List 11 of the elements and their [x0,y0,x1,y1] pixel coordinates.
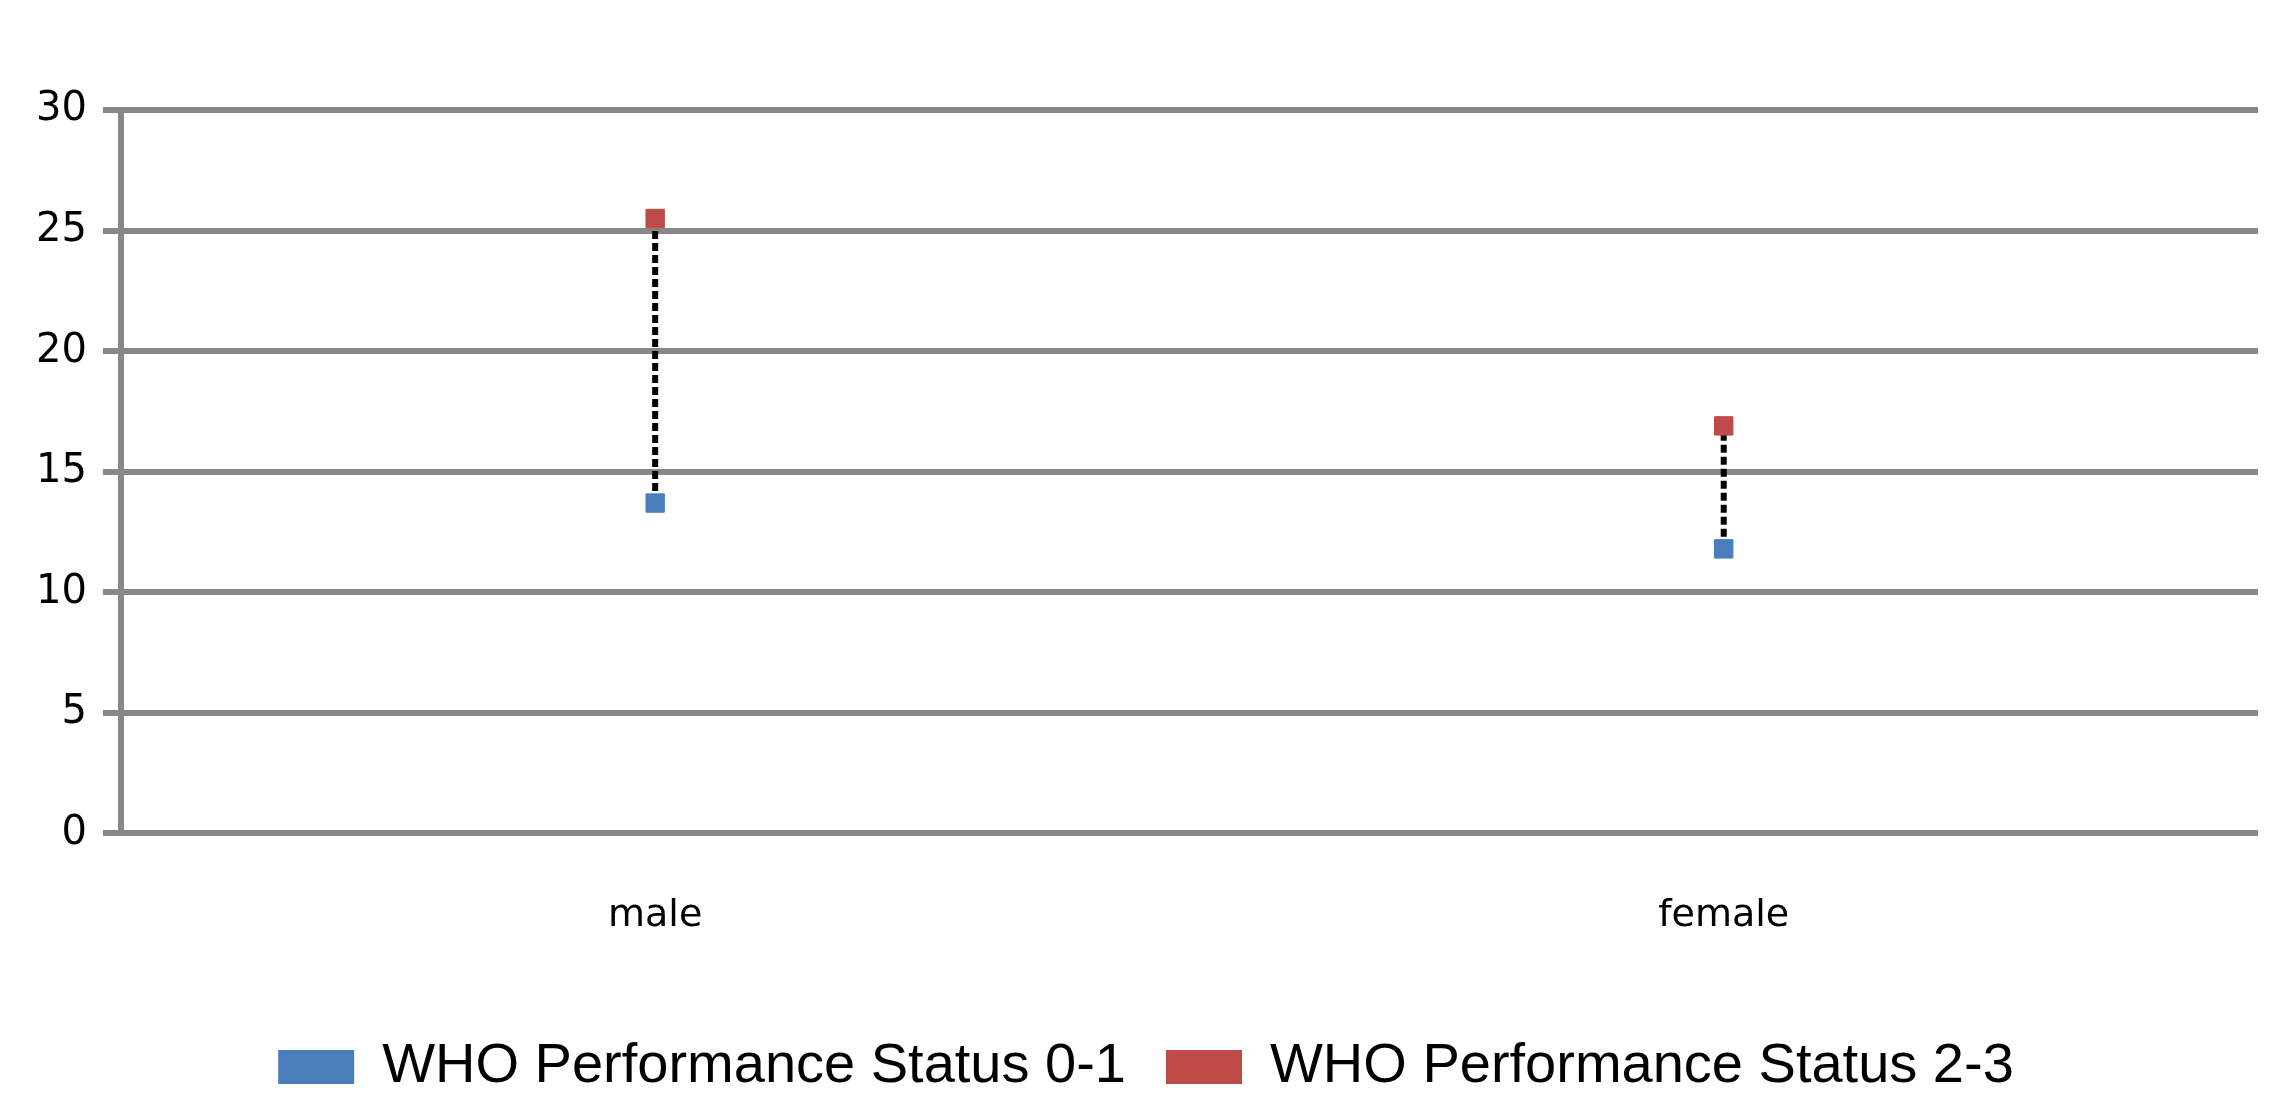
y-tick-label: 10 [35,565,87,612]
x-tick-label: male [608,891,703,936]
y-tick-label: 0 [61,806,87,853]
y-tick-label: 20 [35,324,87,371]
x-tick-label: female [1658,891,1790,936]
legend-label: WHO Performance Status 2-3 [1270,1031,2014,1095]
y-tick-label: 25 [35,203,87,250]
y-tick-label: 5 [61,686,87,733]
legend-label: WHO Performance Status 0-1 [382,1031,1127,1095]
y-tick-label: 30 [35,83,87,130]
y-tick-label: 15 [35,445,87,492]
